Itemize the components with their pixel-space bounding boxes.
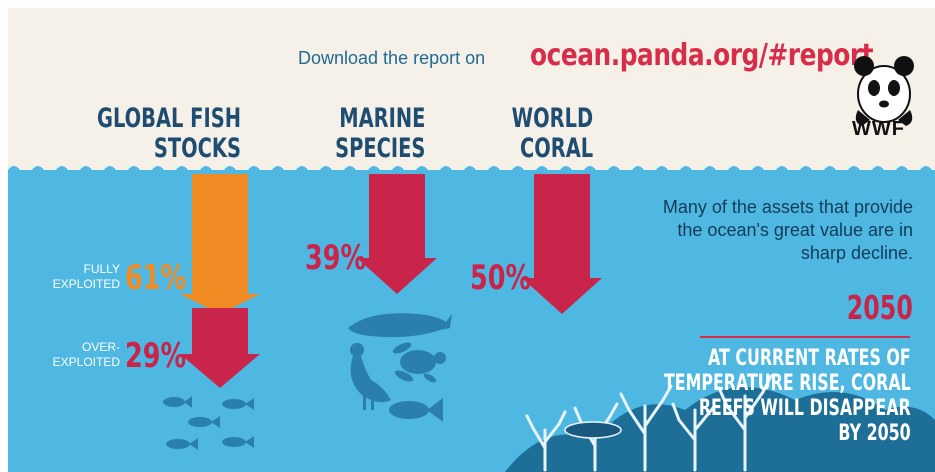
- over-exploited-value: 29%: [125, 336, 187, 376]
- turtle-icon: [392, 342, 446, 383]
- heading-global-fish-stocks: GLOBAL FISH STOCKS: [97, 104, 241, 164]
- header-band: [8, 8, 935, 182]
- divider-line: [700, 336, 910, 338]
- coral-disappear-text: AT CURRENT RATES OF TEMPERATURE RISE, CO…: [664, 346, 911, 446]
- label-line: EXPLOITED: [52, 355, 120, 369]
- over-exploited-label: OVER- EXPLOITED: [20, 340, 120, 370]
- whale-icon: [348, 313, 452, 338]
- heading-line: SPECIES: [334, 133, 425, 164]
- fish-icon: [389, 398, 443, 422]
- heading-line: CORAL: [519, 133, 593, 164]
- marine-species-arrow: [357, 174, 437, 294]
- wwf-logo-text: WWF: [852, 118, 905, 140]
- bird-icon: [350, 343, 391, 410]
- coral-text-line: BY 2050: [838, 421, 911, 446]
- world-coral-arrow: [522, 174, 602, 314]
- marine-species-value: 39%: [305, 238, 367, 278]
- heading-world-coral: WORLD CORAL: [512, 104, 593, 164]
- fish-icon: [163, 396, 254, 450]
- fish-stocks-arrow: [180, 174, 260, 388]
- heading-line: MARINE: [338, 103, 425, 134]
- panda-logo-icon: [854, 56, 914, 126]
- heading-marine-species: MARINE SPECIES: [335, 104, 425, 164]
- label-line: FULLY: [83, 262, 120, 276]
- year-2050: 2050: [846, 288, 913, 327]
- download-text: Download the report on: [298, 48, 486, 68]
- heading-line: WORLD: [511, 103, 593, 134]
- heading-line: STOCKS: [153, 133, 241, 164]
- fully-exploited-label: FULLY EXPLOITED: [20, 262, 120, 292]
- report-link[interactable]: ocean.panda.org/#report: [530, 38, 874, 73]
- coral-text-line: AT CURRENT RATES OF: [708, 346, 911, 371]
- world-coral-value: 50%: [470, 258, 532, 298]
- coral-text-line: TEMPERATURE RISE, CORAL: [664, 371, 911, 396]
- wave-divider: [8, 166, 935, 178]
- coral-text-line: REEFS WILL DISAPPEAR: [699, 396, 911, 421]
- assets-decline-text: Many of the assets that provide the ocea…: [662, 197, 913, 263]
- heading-line: GLOBAL FISH: [97, 103, 241, 134]
- label-line: EXPLOITED: [52, 277, 120, 291]
- label-line: OVER-: [81, 340, 120, 354]
- fully-exploited-value: 61%: [125, 258, 187, 298]
- coral-reef-icon: [505, 374, 935, 472]
